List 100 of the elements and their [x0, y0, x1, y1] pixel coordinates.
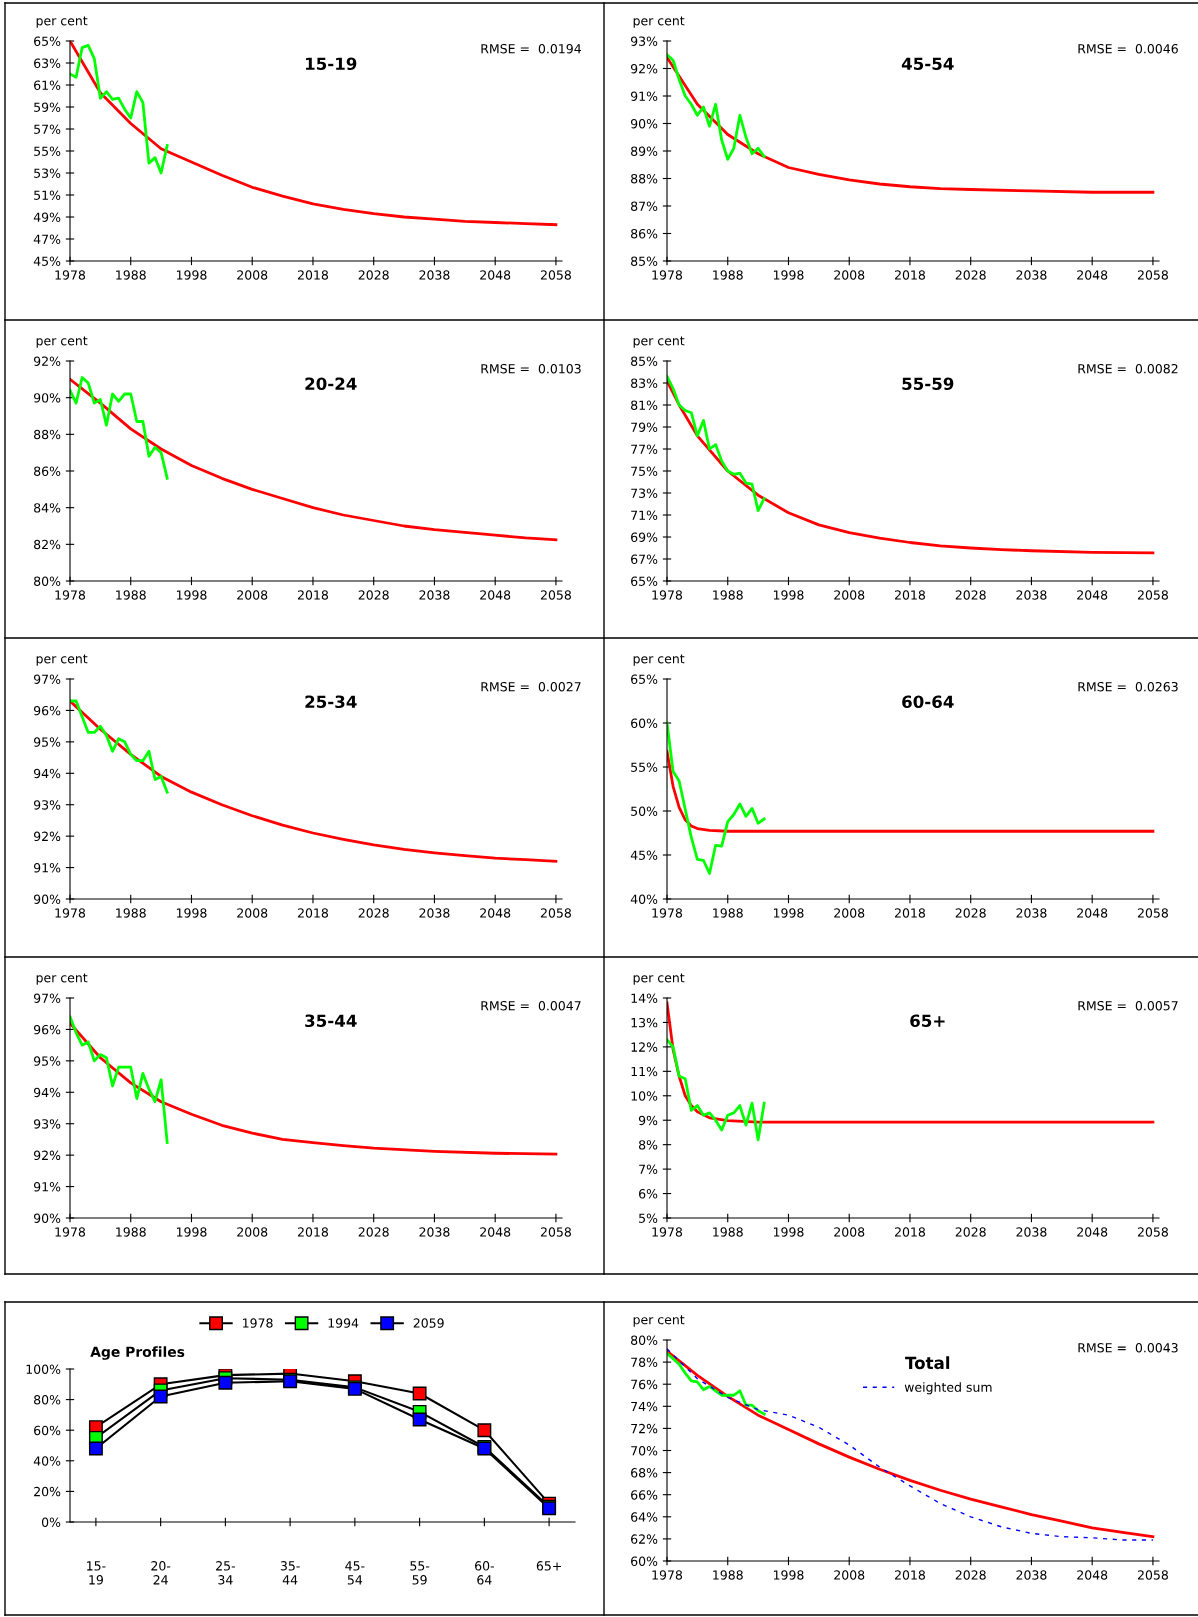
y-tick-label: 92%: [33, 356, 61, 366]
y-tick-label: 61%: [34, 80, 61, 90]
y-tick-label: 53%: [34, 168, 61, 178]
y-tick-label: 91%: [33, 863, 61, 873]
x-tick-label: 1978: [55, 908, 86, 918]
x-tick-label: 1988: [713, 590, 743, 600]
x-tick-label: 45- 54: [345, 1561, 365, 1585]
y-tick-label: 9%: [638, 1115, 658, 1126]
y-tick-label: 86%: [34, 466, 61, 476]
annotation: RMSE = 0.0057: [1078, 1000, 1178, 1011]
y-tick-label: 80%: [34, 1395, 61, 1405]
y-tick-label: 60%: [631, 718, 658, 728]
legend-label: 1994: [328, 1318, 359, 1328]
x-tick-label: 2048: [480, 590, 511, 600]
y-tick-label: 90%: [33, 894, 61, 904]
x-tick-label: 2048: [480, 270, 511, 280]
x-tick-label: 2058: [540, 590, 571, 600]
y-tick-label: 62%: [631, 1534, 658, 1544]
y-tick-label: 95%: [33, 737, 61, 747]
text: 60-64: [902, 695, 954, 709]
annotation: RMSE = 0.0263: [1078, 681, 1178, 692]
y-tick-label: 96%: [33, 705, 61, 716]
x-tick-label: 1998: [773, 908, 804, 918]
x-tick-label: 2008: [834, 1570, 865, 1580]
y-tick-label: 59%: [34, 102, 61, 112]
x-tick-label: 2018: [297, 590, 329, 600]
y-tick-label: 97%: [33, 993, 61, 1003]
y-tick-label: 40%: [33, 1456, 61, 1466]
y-tick-label: 94%: [33, 1087, 61, 1098]
y-axis-title: per cent: [633, 654, 685, 666]
text: 45-54: [901, 57, 954, 71]
x-tick-label: 2028: [955, 590, 986, 600]
x-tick-label: 1978: [652, 270, 683, 280]
x-tick-label: 2048: [1077, 1570, 1108, 1580]
x-tick-label: 60- 64: [475, 1561, 494, 1585]
x-tick-label: 2058: [540, 1227, 571, 1237]
y-tick-label: 65%: [631, 674, 658, 684]
y-tick-label: 68%: [631, 1468, 658, 1478]
y-tick-label: 80%: [631, 1335, 658, 1345]
annotation: RMSE = 0.0027: [481, 681, 581, 692]
x-tick-label: 2008: [237, 1227, 268, 1237]
x-tick-label: 1998: [176, 1227, 207, 1237]
y-tick-label: 7%: [639, 1164, 658, 1175]
y-tick-label: 100%: [26, 1364, 61, 1374]
y-tick-label: 90%: [33, 393, 61, 403]
y-tick-label: 85%: [631, 356, 658, 366]
x-tick-label: 1998: [176, 270, 207, 280]
y-tick-label: 50%: [631, 806, 658, 816]
x-tick-label: 2048: [480, 908, 511, 918]
x-tick-label: 2028: [358, 590, 389, 600]
x-tick-label: 55- 59: [410, 1561, 430, 1585]
y-tick-label: 12%: [631, 1042, 658, 1052]
x-tick-label: 2028: [358, 908, 389, 918]
text: 35-44: [305, 1014, 357, 1028]
x-tick-label: 2048: [480, 1227, 511, 1237]
x-tick-label: 2008: [834, 590, 865, 600]
x-tick-label: 2028: [358, 270, 389, 280]
y-tick-label: 92%: [33, 831, 61, 842]
annotation: RMSE = 0.0046: [1078, 43, 1178, 54]
legend-label: weighted sum: [904, 1382, 992, 1395]
x-tick-label: 1988: [713, 908, 743, 918]
x-tick-label: 1978: [652, 1570, 683, 1580]
y-tick-label: 10%: [631, 1091, 658, 1101]
text: 25-34: [305, 695, 357, 709]
x-tick-label: 2008: [237, 270, 268, 280]
x-tick-label: 1998: [773, 270, 804, 280]
y-axis-title: per cent: [36, 973, 88, 985]
x-tick-label: 2018: [297, 908, 329, 918]
y-tick-label: 93%: [630, 36, 658, 46]
x-tick-label: 2038: [419, 270, 450, 280]
y-tick-label: 96%: [33, 1024, 61, 1035]
y-tick-label: 93%: [33, 800, 61, 810]
y-axis-title: per cent: [633, 16, 685, 28]
x-tick-label: 2038: [1016, 1227, 1047, 1237]
legend-label: 1978: [243, 1318, 273, 1328]
x-tick-label: 2008: [834, 1227, 865, 1237]
y-tick-label: 45%: [630, 850, 658, 860]
x-tick-label: 1988: [713, 1227, 743, 1237]
y-tick-label: 14%: [631, 993, 658, 1003]
y-tick-label: 51%: [34, 190, 61, 200]
y-tick-label: 92%: [33, 1150, 61, 1161]
x-tick-label: 2028: [955, 1570, 986, 1580]
x-tick-label: 1998: [773, 590, 804, 600]
x-tick-label: 2038: [1016, 590, 1047, 600]
x-tick-label: 2058: [1137, 1227, 1168, 1237]
y-tick-label: 89%: [631, 146, 658, 156]
x-tick-label: 2008: [834, 270, 865, 280]
y-tick-label: 86%: [631, 228, 658, 239]
x-tick-label: 2038: [419, 1227, 450, 1237]
x-tick-label: 2018: [297, 270, 329, 280]
y-tick-label: 82%: [34, 539, 61, 550]
y-tick-label: 87%: [631, 201, 658, 211]
x-tick-label: 2018: [894, 590, 926, 600]
x-tick-label: 35- 44: [280, 1561, 300, 1585]
x-tick-label: 1998: [773, 1227, 804, 1237]
y-tick-label: 73%: [631, 488, 658, 498]
y-tick-label: 91%: [33, 1182, 61, 1192]
y-tick-label: 79%: [631, 422, 658, 432]
y-tick-label: 49%: [33, 212, 61, 222]
x-tick-label: 65+: [536, 1561, 561, 1571]
